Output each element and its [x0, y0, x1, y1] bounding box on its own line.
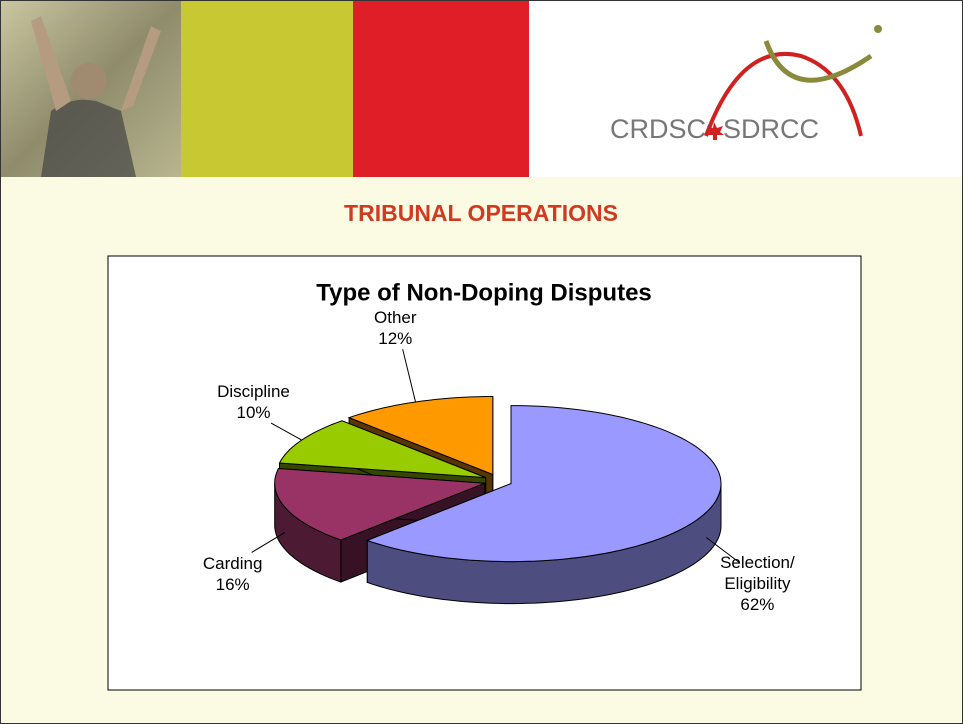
leader-line	[402, 349, 417, 403]
pie-slice	[278, 420, 486, 479]
category-label: Selection/ Eligibility	[720, 553, 795, 594]
logo-area	[529, 1, 962, 177]
referee-figure	[41, 99, 136, 177]
chart-title: Type of Non-Doping Disputes	[316, 279, 652, 306]
pie-slice	[274, 467, 485, 541]
referee-head	[71, 63, 107, 99]
data-label: Selection/ Eligibility 62%	[702, 552, 812, 615]
data-label: Carding 16%	[178, 553, 288, 595]
logo-arc-red	[704, 51, 863, 137]
band-yellow	[181, 1, 353, 177]
leader-line	[270, 422, 302, 441]
referee-arms	[31, 16, 161, 111]
logo-text: CRDSC	[610, 114, 706, 144]
category-label: Discipline	[217, 381, 290, 401]
logo-arc-olive	[763, 40, 873, 83]
value-label: 62%	[740, 595, 775, 615]
value-label: 16%	[215, 574, 250, 594]
leader-line	[251, 532, 286, 553]
data-label: Discipline 10%	[199, 381, 309, 423]
leader-line	[705, 537, 740, 563]
value-label: 10%	[236, 402, 271, 422]
logo-dot	[874, 25, 882, 33]
category-label: Carding	[202, 553, 263, 573]
maple-leaf	[706, 122, 724, 140]
slide-title: TRIBUNAL OPERATIONS	[344, 200, 618, 226]
band-red	[353, 1, 529, 177]
data-label: Other 12%	[340, 307, 450, 349]
pie-slice	[347, 396, 494, 476]
value-label: 12%	[378, 328, 413, 348]
pie-slice	[365, 405, 722, 563]
logo-text: SDRCC	[723, 114, 819, 144]
category-label: Other	[374, 307, 417, 327]
